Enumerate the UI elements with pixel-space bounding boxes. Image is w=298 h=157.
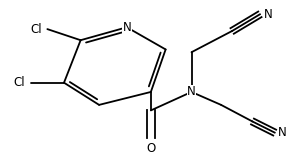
Text: N: N [187,85,196,98]
Text: O: O [146,142,156,155]
Text: N: N [263,8,272,21]
Text: Cl: Cl [14,76,25,89]
Text: N: N [278,126,287,139]
Text: Cl: Cl [30,23,42,36]
Text: N: N [122,21,131,34]
